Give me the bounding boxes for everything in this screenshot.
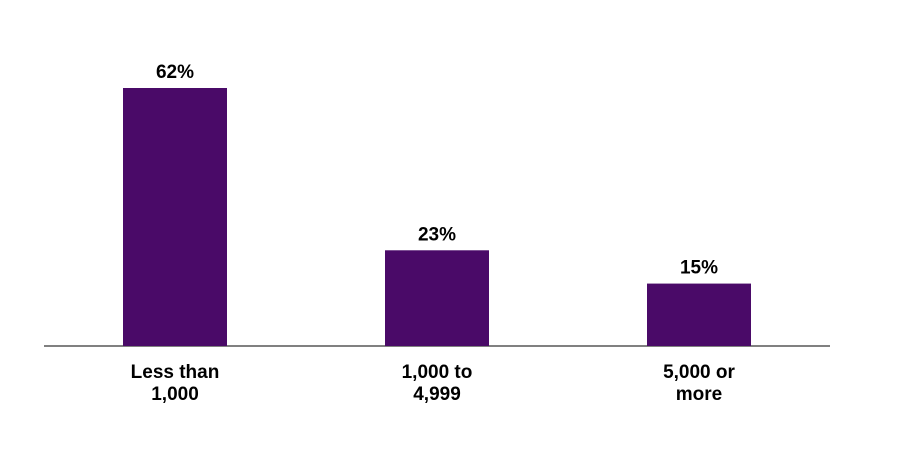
value-label: 15% [680,258,718,279]
x-tick-label: Less than 1,000 [131,362,220,405]
bar [647,283,751,346]
bar [385,250,489,346]
value-label: 62% [156,62,194,83]
x-tick-label: 1,000 to 4,999 [402,362,473,405]
x-tick-label: 5,000 or more [663,362,735,405]
value-label: 23% [418,224,456,245]
bar [123,88,227,346]
